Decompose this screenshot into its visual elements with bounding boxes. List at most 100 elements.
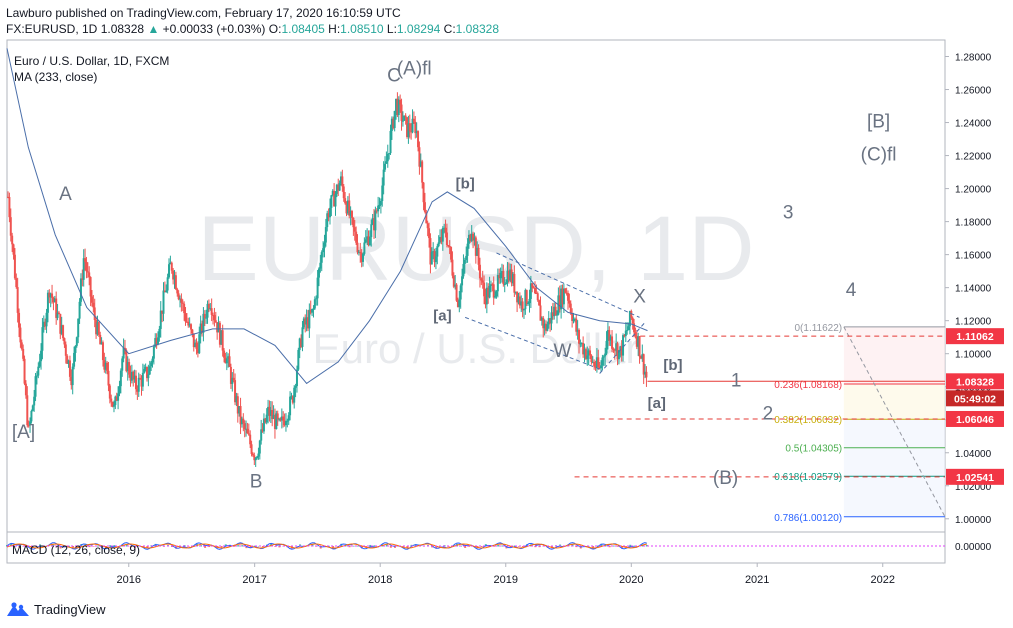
candle-body: [19, 327, 22, 343]
candle-body: [350, 211, 353, 218]
wave-labels: A [A] B C(A)fl [b] [a] W X [b] [a] 12 3 4 (B) [B] (C)fl: [12, 59, 897, 493]
macd-histogram-bar: [534, 546, 537, 548]
price-tag-label: 1.08328: [956, 376, 994, 388]
candle-body: [368, 237, 371, 245]
channel-line: [599, 321, 646, 374]
candle-body: [180, 298, 183, 303]
candle-body: [48, 292, 51, 298]
macd-histogram-bar: [237, 545, 240, 547]
wave-label: [a]: [433, 308, 451, 325]
candle-body: [122, 347, 125, 359]
macd-histogram-bar: [253, 545, 256, 547]
macd-histogram-bar: [497, 544, 500, 547]
candle-body: [290, 396, 293, 398]
candle-body: [125, 350, 128, 372]
candle-body: [348, 200, 351, 216]
macd-histogram-bar: [39, 544, 42, 547]
fibonacci-retracement: 0(1.11622) 0.236(1.08168) 0.382(1.06032) 0.…: [774, 323, 946, 524]
macd-histogram-bar: [96, 545, 99, 547]
macd-histogram-bar: [480, 546, 483, 547]
y-tick-label: 1.20000: [955, 185, 992, 196]
candle-body: [284, 421, 287, 426]
x-tick-label: 2019: [494, 574, 518, 586]
candle-body: [605, 340, 608, 354]
candle-body: [478, 264, 481, 279]
candle-body: [247, 433, 250, 435]
candle-body: [334, 193, 337, 207]
candle-body: [374, 210, 377, 231]
candle-body: [562, 288, 565, 305]
candle-body: [33, 396, 36, 406]
candle-body: [294, 386, 297, 388]
y-tick-label: 1.22000: [955, 152, 992, 163]
candle-body: [84, 258, 87, 262]
candle-body: [18, 312, 21, 328]
candle-body: [161, 310, 164, 314]
candle-body: [544, 323, 547, 331]
candle-body: [144, 366, 147, 370]
candle-body: [55, 298, 58, 318]
candle-body: [107, 370, 110, 386]
macd-histogram-bar: [319, 546, 322, 549]
candle-body: [20, 342, 23, 349]
candle-body: [320, 252, 323, 263]
candle-body: [52, 297, 55, 303]
macd-histogram-bar: [633, 545, 636, 547]
candle-body: [56, 312, 59, 318]
candle-body: [447, 245, 450, 247]
candle-body: [97, 322, 100, 335]
candle-body: [137, 377, 140, 392]
candle-body: [622, 335, 625, 356]
candle-body: [624, 330, 627, 337]
candle-body: [359, 251, 362, 254]
candle-body: [381, 185, 384, 201]
candle-body: [30, 410, 33, 422]
candle-body: [297, 349, 300, 370]
footer-brand[interactable]: TradingView: [6, 600, 106, 618]
candle-body: [418, 147, 421, 167]
candle-body: [324, 227, 327, 243]
candle-body: [384, 163, 387, 170]
macd-histogram-bar: [629, 544, 632, 547]
wave-label: [b]: [456, 176, 475, 193]
candle-body: [169, 262, 172, 265]
candle-body: [466, 243, 469, 256]
x-tick-label: 2022: [870, 574, 894, 586]
candle-body: [45, 312, 48, 327]
candle-body: [234, 380, 237, 403]
candle-body: [536, 293, 539, 301]
candle-body: [82, 258, 85, 280]
candle-body: [388, 153, 391, 155]
channel-line: [496, 252, 640, 318]
candle-body: [401, 120, 404, 122]
candle-body: [382, 169, 385, 186]
candle-body: [42, 321, 45, 328]
candle-body: [434, 256, 437, 263]
candle-body: [507, 270, 510, 281]
candle-body: [444, 227, 447, 233]
wave-label: [A]: [12, 422, 35, 443]
candle-body: [279, 418, 282, 421]
fib-zone-lower: [843, 419, 945, 517]
candle-body: [286, 420, 289, 422]
candle-body: [278, 418, 281, 420]
candle-body: [590, 355, 593, 362]
candle-body: [126, 362, 129, 372]
macd-histogram-bar: [621, 546, 624, 549]
candle-body: [440, 237, 443, 242]
candle-body: [265, 414, 268, 423]
candle-body: [411, 118, 414, 133]
wave-label: (C)fl: [861, 145, 897, 166]
fib-label: 0.236(1.08168): [774, 380, 842, 391]
macd-histogram-bar: [133, 546, 136, 549]
candle-body: [423, 202, 426, 212]
candle-body: [362, 253, 365, 262]
candle-body: [412, 118, 415, 122]
candle-body: [111, 401, 114, 407]
candle-body: [514, 291, 517, 293]
candle-body: [291, 396, 294, 403]
candle-body: [118, 386, 121, 394]
candle-body: [518, 296, 521, 306]
candle-body: [179, 298, 182, 300]
